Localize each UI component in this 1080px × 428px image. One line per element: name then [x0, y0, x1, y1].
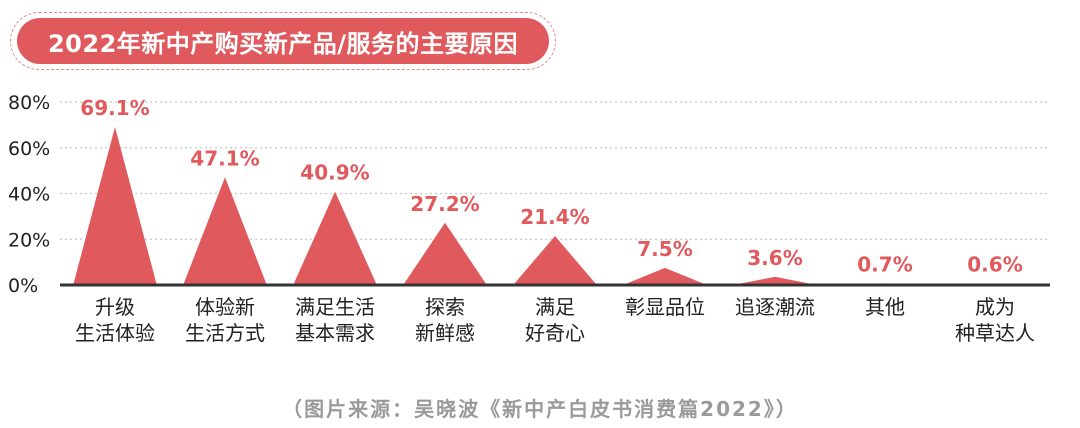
peak-mark: [623, 267, 707, 285]
y-tick-label: 40%: [8, 184, 50, 206]
peak-mark: [733, 276, 817, 285]
y-tick-label: 60%: [8, 138, 50, 160]
peak-mark: [183, 177, 267, 285]
x-tick-label: 其他: [865, 295, 905, 319]
x-tick-label: 生活方式: [185, 321, 265, 345]
x-tick-label: 彰显品位: [625, 295, 705, 319]
chart-canvas: 0% 20% 40% 60% 80% 69.1% 47.1% 40.9% 27.2% 21.4%…: [8, 92, 1050, 345]
x-tick-label: 生活体验: [75, 321, 155, 345]
x-tick-label: 好奇心: [525, 321, 585, 345]
peak-mark: [293, 191, 377, 285]
y-tick-label: 20%: [8, 229, 50, 251]
y-tick-label: 0%: [8, 275, 38, 297]
x-tick-label: 成为: [975, 295, 1015, 319]
data-label: 27.2%: [410, 192, 479, 216]
x-tick-label: 新鲜感: [415, 321, 475, 345]
peak-mark: [403, 222, 487, 285]
chart-title: 2022年新中产购买新产品/服务的主要原因: [17, 18, 549, 64]
y-tick-label: 80%: [8, 92, 50, 114]
data-label: 0.7%: [857, 252, 912, 276]
data-labels: 69.1% 47.1% 40.9% 27.2% 21.4% 7.5% 3.6% 0.7% 0.6…: [80, 96, 1022, 277]
x-tick-label: 基本需求: [295, 321, 375, 345]
data-label: 47.1%: [190, 146, 259, 170]
data-label: 21.4%: [520, 205, 589, 229]
x-tick-label: 体验新: [195, 295, 255, 319]
x-tick-label: 满足: [535, 295, 575, 319]
peak-mark: [73, 126, 157, 285]
data-label: 69.1%: [80, 96, 149, 120]
chart-marks: [73, 126, 1037, 285]
data-label: 40.9%: [300, 160, 369, 184]
chart-title-frame: 2022年新中产购买新产品/服务的主要原因: [10, 12, 556, 70]
peak-mark: [513, 236, 597, 285]
x-tick-label: 探索: [425, 295, 465, 319]
data-label: 7.5%: [637, 237, 692, 261]
x-tick-label: 满足生活: [295, 295, 375, 319]
x-tick-label: 种草达人: [955, 321, 1035, 345]
source-note: （图片来源：吴晓波《新中产白皮书消费篇2022》）: [282, 397, 798, 421]
x-tick-label: 升级: [95, 295, 135, 319]
y-axis-ticks: 0% 20% 40% 60% 80%: [8, 92, 50, 297]
data-label: 3.6%: [747, 246, 802, 270]
x-tick-label: 追逐潮流: [735, 295, 815, 319]
data-label: 0.6%: [967, 253, 1022, 277]
